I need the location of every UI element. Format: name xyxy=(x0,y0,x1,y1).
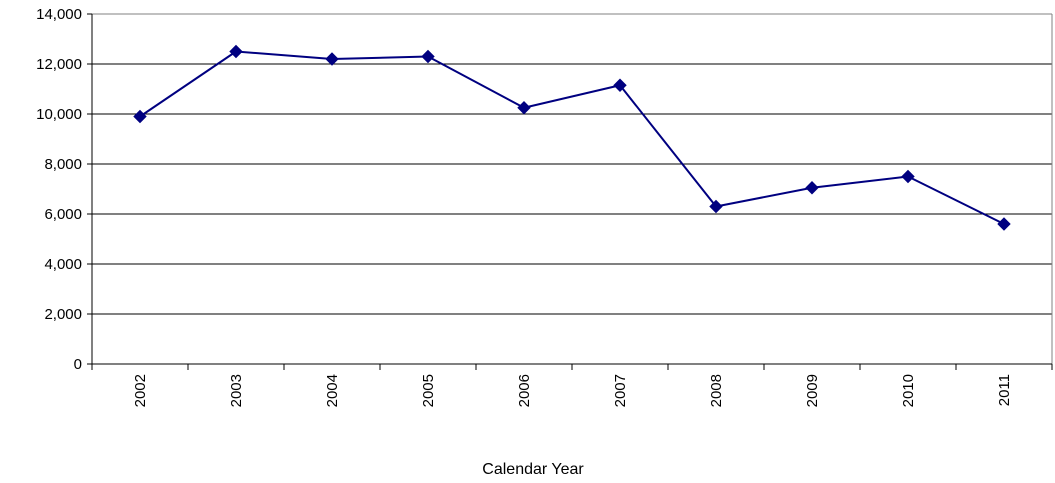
x-tick-label: 2003 xyxy=(228,374,245,407)
x-tick-label: 2009 xyxy=(804,374,821,407)
x-tick-label: 2011 xyxy=(996,374,1013,406)
y-tick-label: 2,000 xyxy=(44,306,82,323)
y-tick-label: 4,000 xyxy=(44,256,82,273)
x-tick-label: 2010 xyxy=(900,374,917,407)
x-tick-labels: 2002 2003 2004 2005 2006 2007 2008 2009 2010 2011 xyxy=(132,374,1013,407)
data-point-marker xyxy=(901,169,915,184)
data-markers xyxy=(133,44,1011,231)
y-tick-label: 14,000 xyxy=(36,6,82,23)
data-point-marker xyxy=(613,78,627,92)
x-tick-label: 2008 xyxy=(708,374,725,407)
x-tick-label: 2002 xyxy=(132,374,149,407)
data-point-marker xyxy=(517,101,531,115)
y-tick-label: 12,000 xyxy=(36,56,82,73)
series-line-0 xyxy=(139,50,1005,225)
y-tick-label: 0 xyxy=(74,356,82,373)
data-point-marker xyxy=(805,181,819,195)
data-point-marker xyxy=(421,49,435,64)
x-axis-title: Calendar Year xyxy=(482,461,584,478)
series-line xyxy=(139,50,1005,225)
x-tick-label: 2004 xyxy=(324,374,341,407)
data-point-marker xyxy=(709,199,723,214)
y-tick-label: 8,000 xyxy=(44,156,82,173)
y-tick-labels: 0 2,000 4,000 6,000 8,000 10,000 12,000 14,000 xyxy=(36,6,82,373)
x-tick-label: 2005 xyxy=(420,374,437,407)
axes xyxy=(87,13,1053,370)
y-tick-label: 6,000 xyxy=(44,206,82,223)
x-tick-label: 2007 xyxy=(612,374,629,407)
gridlines xyxy=(92,13,1052,315)
data-point-marker xyxy=(133,109,147,124)
data-point-marker xyxy=(997,217,1011,231)
data-point-marker xyxy=(229,44,243,59)
x-tick-label: 2006 xyxy=(516,374,533,407)
data-point-marker xyxy=(325,52,339,66)
y-tick-label: 10,000 xyxy=(36,106,82,123)
